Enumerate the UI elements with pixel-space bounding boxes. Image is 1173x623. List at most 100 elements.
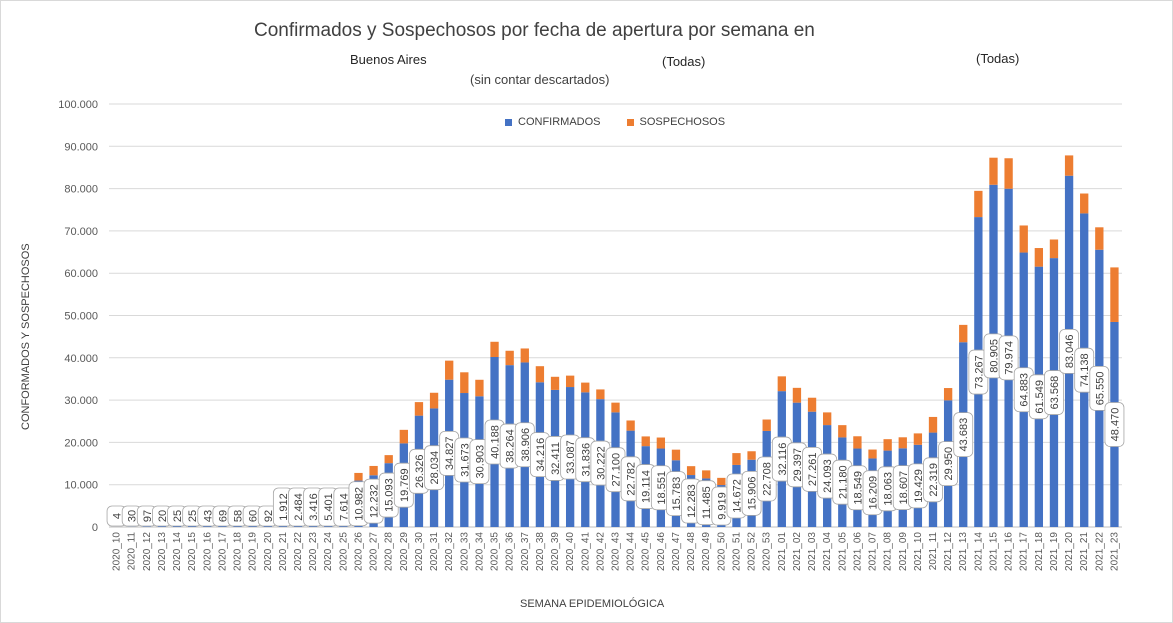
- x-tick-label: 2020_37: [520, 532, 531, 571]
- bar-sospechosos: [838, 425, 847, 438]
- data-label-text: 80.905: [988, 339, 1000, 373]
- data-label-text: 26.326: [414, 454, 426, 488]
- x-tick-label: 2020_43: [611, 532, 622, 571]
- bar-sospechosos: [535, 366, 545, 383]
- data-label-text: 32.411: [550, 442, 562, 475]
- bar-sospechosos: [777, 376, 786, 392]
- bar-sospechosos: [445, 360, 454, 380]
- x-tick-label: 2021_05: [837, 532, 848, 571]
- x-tick-label: 2021_19: [1049, 532, 1060, 571]
- x-tick-label: 2021_10: [913, 532, 924, 571]
- data-label-text: 7.614: [338, 493, 350, 521]
- legend-label-sospechosos: SOSPECHOSOS: [639, 116, 726, 128]
- data-label-text: 15.906: [747, 477, 759, 511]
- x-tick-label: 2020_10: [112, 532, 123, 571]
- data-label-text: 19.769: [399, 468, 411, 502]
- x-tick-label: 2021_21: [1079, 532, 1090, 571]
- data-label: 12.283: [681, 478, 701, 524]
- bar-confirmados: [187, 525, 197, 527]
- data-label: 63.568: [1044, 370, 1064, 415]
- data-label: 19.769: [393, 462, 414, 508]
- data-label-text: 31.836: [580, 443, 592, 477]
- x-tick-label: 2021_15: [988, 532, 999, 571]
- data-label-text: 19.114: [641, 470, 653, 503]
- data-label: 61.549: [1028, 374, 1049, 420]
- data-label-text: 20: [157, 510, 169, 522]
- bar-sospechosos: [943, 388, 953, 401]
- data-label: 18.551: [650, 465, 671, 511]
- x-tick-label: 2021_18: [1034, 532, 1045, 571]
- bar-sospechosos: [1095, 227, 1104, 250]
- bar-sospechosos: [460, 372, 469, 394]
- data-labels: 4 30 97 20 25 25 43 69 58 60 92 1.912 2.484 3.416 5.40…: [106, 328, 1125, 527]
- bar-sospechosos: [354, 472, 363, 481]
- data-label: 43.683: [953, 412, 974, 458]
- data-label-text: 60: [248, 510, 260, 522]
- data-label-text: 22.782: [626, 462, 638, 496]
- bar-sospechosos: [490, 341, 499, 358]
- data-label: 31.673: [454, 437, 475, 483]
- x-tick-label: 2020_50: [716, 532, 727, 571]
- data-label: 14.672: [726, 473, 747, 519]
- bar-sospechosos: [505, 350, 514, 366]
- data-label: 33.087: [560, 434, 581, 480]
- y-tick-label: 70.000: [64, 226, 98, 238]
- bar-sospechosos: [686, 466, 696, 476]
- data-label-text: 43.683: [958, 418, 970, 452]
- data-label: 18.063: [877, 466, 898, 512]
- data-label: 38.264: [499, 423, 520, 469]
- x-tick-label: 2020_31: [429, 532, 440, 571]
- data-label-text: 92: [263, 510, 275, 522]
- data-label-text: 34.216: [535, 438, 547, 472]
- data-label-text: 18.063: [883, 472, 895, 506]
- data-label: 26.326: [409, 448, 429, 494]
- x-tick-label: 2021_14: [973, 532, 984, 571]
- data-label-text: 61.549: [1034, 380, 1046, 414]
- data-label-text: 27.100: [611, 453, 623, 487]
- chart-legend: CONFIRMADOS SOSPECHOSOS: [505, 116, 725, 128]
- x-tick-label: 2021_20: [1064, 532, 1075, 571]
- data-label: 27.100: [605, 447, 626, 493]
- data-label-text: 15.093: [384, 478, 396, 512]
- data-label-text: 58: [233, 510, 245, 522]
- bar-sospechosos: [1004, 158, 1013, 189]
- y-tick-labels: 0 10.000 20.000 30.000 40.000 50.000 60.000 70.…: [58, 99, 98, 534]
- data-label: 16.209: [862, 470, 883, 516]
- bar-sospechosos: [959, 324, 968, 343]
- data-label-text: 79.974: [1004, 341, 1016, 375]
- data-label: 12.232: [363, 478, 384, 524]
- data-label-box: [1104, 402, 1125, 447]
- bar-sospechosos: [702, 470, 711, 479]
- bar-sospechosos: [747, 451, 756, 460]
- bar-sospechosos: [792, 387, 802, 403]
- y-tick-label: 60.000: [64, 268, 98, 280]
- data-label-text: 38.264: [505, 429, 517, 463]
- x-tick-label: 2021_12: [943, 532, 954, 571]
- x-tick-label: 2020_17: [217, 532, 228, 571]
- province-filter-label: Buenos Aires: [350, 52, 427, 67]
- x-tick-label: 2021_08: [883, 532, 894, 571]
- data-label: 7.614: [333, 487, 354, 527]
- data-label: 25: [167, 505, 187, 527]
- bar-sospechosos: [414, 402, 424, 416]
- data-label-text: 30: [127, 510, 139, 522]
- bar-sospechosos: [1049, 239, 1059, 259]
- data-label-text: 83.046: [1064, 335, 1076, 369]
- bar-sospechosos: [626, 420, 635, 431]
- data-label-text: 33.087: [565, 440, 577, 474]
- data-label: 19.429: [907, 463, 928, 509]
- y-tick-label: 50.000: [64, 311, 98, 323]
- bar-sospechosos: [550, 376, 560, 390]
- x-tick-label: 2020_20: [263, 532, 274, 571]
- x-tick-label: 2020_14: [172, 532, 183, 571]
- x-tick-label: 2020_29: [399, 532, 410, 571]
- data-label-text: 31.673: [459, 443, 471, 477]
- chart-title: Confirmados y Sospechosos por fecha de a…: [254, 20, 815, 41]
- bar-sospechosos: [611, 402, 620, 413]
- bar-sospechosos: [1019, 225, 1028, 253]
- data-label: 48.470: [1104, 402, 1125, 447]
- bar-sospechosos: [399, 429, 408, 444]
- data-label: 65.550: [1089, 365, 1110, 411]
- data-label: 32.411: [545, 436, 565, 481]
